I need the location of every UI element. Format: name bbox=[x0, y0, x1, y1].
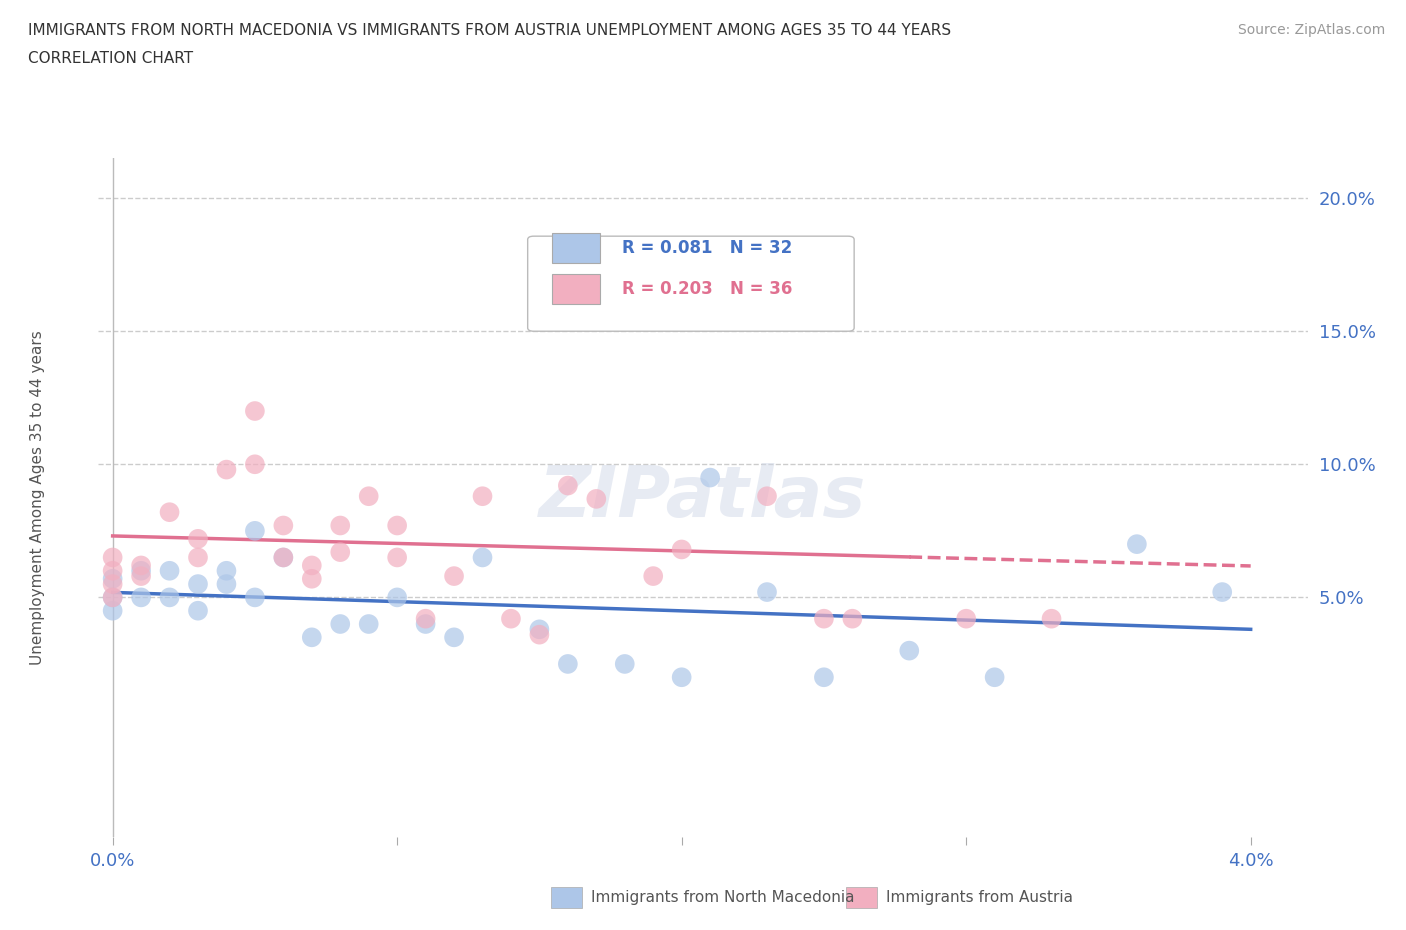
Point bbox=[983, 670, 1005, 684]
Point bbox=[159, 590, 181, 604]
Point bbox=[129, 568, 152, 583]
Point bbox=[557, 657, 579, 671]
Point bbox=[643, 568, 665, 583]
Point bbox=[841, 611, 863, 626]
Point bbox=[129, 590, 152, 604]
Text: IMMIGRANTS FROM NORTH MACEDONIA VS IMMIGRANTS FROM AUSTRIA UNEMPLOYMENT AMONG AG: IMMIGRANTS FROM NORTH MACEDONIA VS IMMIG… bbox=[28, 23, 952, 38]
Point bbox=[499, 611, 522, 626]
Point bbox=[443, 630, 465, 644]
Point bbox=[471, 550, 494, 565]
Point bbox=[585, 491, 607, 506]
Point bbox=[385, 550, 408, 565]
FancyBboxPatch shape bbox=[551, 887, 582, 908]
Point bbox=[756, 585, 779, 600]
Point bbox=[301, 558, 323, 573]
FancyBboxPatch shape bbox=[846, 887, 877, 908]
Text: CORRELATION CHART: CORRELATION CHART bbox=[28, 51, 193, 66]
Point bbox=[898, 644, 921, 658]
Point bbox=[243, 524, 266, 538]
Point bbox=[671, 542, 693, 557]
Point bbox=[273, 518, 295, 533]
Point bbox=[273, 550, 295, 565]
Text: Immigrants from Austria: Immigrants from Austria bbox=[886, 890, 1073, 905]
Point bbox=[415, 617, 437, 631]
Point bbox=[243, 457, 266, 472]
Point bbox=[357, 489, 380, 504]
FancyBboxPatch shape bbox=[553, 273, 600, 304]
FancyBboxPatch shape bbox=[527, 236, 855, 331]
Point bbox=[415, 611, 437, 626]
Point bbox=[955, 611, 977, 626]
Text: R = 0.081   N = 32: R = 0.081 N = 32 bbox=[621, 239, 792, 257]
Point bbox=[329, 545, 352, 560]
Text: ZIPatlas: ZIPatlas bbox=[540, 463, 866, 532]
Text: Unemployment Among Ages 35 to 44 years: Unemployment Among Ages 35 to 44 years bbox=[31, 330, 45, 665]
Point bbox=[101, 577, 124, 591]
Point bbox=[301, 571, 323, 586]
Point bbox=[273, 550, 295, 565]
Point bbox=[813, 611, 835, 626]
Point bbox=[385, 518, 408, 533]
Point bbox=[215, 564, 238, 578]
Point bbox=[529, 627, 551, 642]
Point bbox=[101, 550, 124, 565]
Point bbox=[813, 670, 835, 684]
Point bbox=[329, 617, 352, 631]
Point bbox=[1126, 537, 1149, 551]
Point bbox=[243, 590, 266, 604]
Point bbox=[301, 630, 323, 644]
Point bbox=[101, 590, 124, 604]
Point bbox=[756, 489, 779, 504]
Text: R = 0.203   N = 36: R = 0.203 N = 36 bbox=[621, 280, 793, 298]
Point bbox=[187, 550, 209, 565]
Point bbox=[215, 462, 238, 477]
Point bbox=[557, 478, 579, 493]
Point bbox=[471, 489, 494, 504]
Point bbox=[129, 564, 152, 578]
Point bbox=[215, 577, 238, 591]
Point bbox=[385, 590, 408, 604]
Text: Immigrants from North Macedonia: Immigrants from North Macedonia bbox=[591, 890, 853, 905]
Point bbox=[529, 622, 551, 637]
Point bbox=[243, 404, 266, 418]
Point bbox=[329, 518, 352, 533]
Point bbox=[129, 558, 152, 573]
Point bbox=[1211, 585, 1233, 600]
Point bbox=[671, 670, 693, 684]
Text: Source: ZipAtlas.com: Source: ZipAtlas.com bbox=[1237, 23, 1385, 37]
Point bbox=[187, 604, 209, 618]
Point bbox=[613, 657, 636, 671]
Point bbox=[101, 571, 124, 586]
FancyBboxPatch shape bbox=[553, 232, 600, 263]
Point bbox=[699, 265, 721, 280]
Point bbox=[357, 617, 380, 631]
Point bbox=[101, 604, 124, 618]
Point bbox=[443, 568, 465, 583]
Point bbox=[159, 564, 181, 578]
Point bbox=[101, 590, 124, 604]
Point bbox=[187, 531, 209, 546]
Point bbox=[101, 564, 124, 578]
Point bbox=[159, 505, 181, 520]
Point bbox=[699, 471, 721, 485]
Point bbox=[1040, 611, 1063, 626]
Point bbox=[187, 577, 209, 591]
